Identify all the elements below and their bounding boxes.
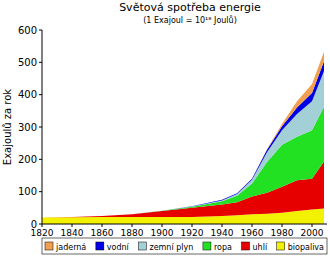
legend-label: vodní bbox=[107, 243, 130, 252]
legend-swatch bbox=[203, 242, 211, 250]
y-tick-label: 600 bbox=[18, 25, 37, 36]
legend-label: biopaliva bbox=[288, 243, 324, 252]
x-tick bbox=[102, 224, 103, 227]
y-tick bbox=[39, 30, 42, 31]
y-tick-label: 300 bbox=[18, 122, 37, 133]
legend-swatch bbox=[277, 242, 285, 250]
x-tick-label: 1880 bbox=[121, 228, 144, 238]
area bbox=[42, 71, 324, 217]
x-tick bbox=[222, 224, 223, 227]
legend-label: ropa bbox=[214, 243, 232, 252]
x-tick bbox=[312, 224, 313, 227]
x-tick bbox=[132, 224, 133, 227]
legend: jaderná vodní zemní plyn ropa uhlí biopaliva bbox=[45, 242, 324, 252]
legend-label: zemní plyn bbox=[149, 243, 193, 252]
x-tick-label: 1980 bbox=[271, 228, 294, 238]
y-tick-label: 400 bbox=[18, 89, 37, 100]
x-tick bbox=[72, 224, 73, 227]
x-tick-label: 2000 bbox=[301, 228, 324, 238]
chart: Světová spotřeba energie(1 Exajoul = 10¹… bbox=[0, 0, 330, 263]
y-tick bbox=[39, 94, 42, 95]
legend-label: jaderná bbox=[55, 243, 86, 252]
subtitle: (1 Exajoul = 10¹⁸ Joulů) bbox=[143, 15, 237, 25]
area bbox=[42, 52, 324, 218]
x-tick bbox=[192, 224, 193, 227]
x-tick-label: 1940 bbox=[211, 228, 234, 238]
y-tick bbox=[39, 191, 42, 192]
legend-swatch bbox=[138, 242, 146, 250]
x-tick-label: 1840 bbox=[61, 228, 84, 238]
y-tick-label: 500 bbox=[18, 57, 37, 68]
areas bbox=[42, 52, 324, 224]
x-tick bbox=[42, 224, 43, 227]
title: Světová spotřeba energie bbox=[119, 1, 261, 14]
x-tick-label: 1960 bbox=[241, 228, 264, 238]
legend-swatch bbox=[45, 242, 53, 250]
y-tick bbox=[39, 159, 42, 160]
y-tick bbox=[39, 127, 42, 128]
x-tick bbox=[162, 224, 163, 227]
area bbox=[42, 61, 324, 217]
legend-swatch bbox=[242, 242, 250, 250]
y-tick-label: 100 bbox=[18, 186, 37, 197]
legend-swatch bbox=[96, 242, 104, 250]
x-axis bbox=[42, 224, 327, 225]
x-tick-label: 1900 bbox=[151, 228, 174, 238]
x-tick-label: 1920 bbox=[181, 228, 204, 238]
y-tick bbox=[39, 62, 42, 63]
x-tick bbox=[252, 224, 253, 227]
area bbox=[42, 107, 324, 218]
x-tick-label: 1860 bbox=[91, 228, 114, 238]
legend-label: uhlí bbox=[253, 243, 268, 252]
y-tick-label: 200 bbox=[18, 154, 37, 165]
legend-box bbox=[42, 238, 327, 254]
x-tick-label: 1820 bbox=[31, 228, 54, 238]
y-label: Exajoulů za rok bbox=[2, 89, 13, 165]
x-tick bbox=[282, 224, 283, 227]
